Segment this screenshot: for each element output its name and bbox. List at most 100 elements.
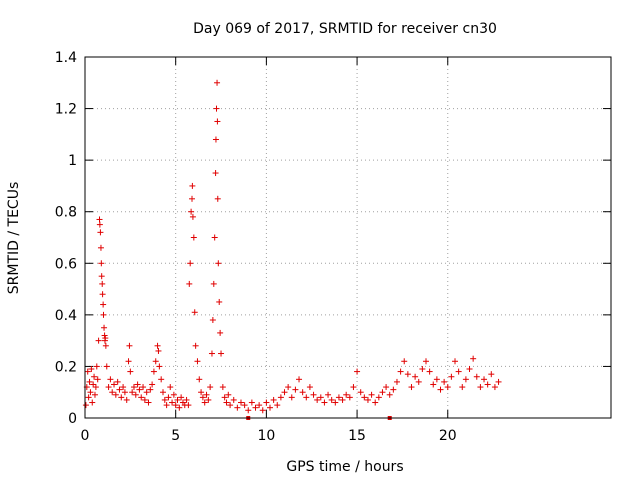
data-point: [259, 407, 266, 414]
y-tick-label: 1.2: [55, 102, 77, 118]
data-point: [192, 342, 199, 349]
data-point: [87, 389, 94, 396]
data-point: [167, 384, 174, 391]
data-point: [452, 358, 459, 365]
data-point: [165, 394, 172, 401]
data-point: [422, 358, 429, 365]
data-point: [364, 396, 371, 403]
data-point: [191, 309, 198, 316]
data-point: [335, 394, 342, 401]
data-point: [97, 229, 104, 236]
data-point: [218, 350, 225, 357]
data-point: [277, 394, 284, 401]
data-point: [212, 170, 219, 177]
data-point: [127, 368, 134, 375]
x-tick-layer: 0 5 10 15 20: [81, 57, 457, 444]
data-point: [248, 399, 255, 406]
data-point: [112, 391, 119, 398]
data-point: [211, 234, 218, 241]
data-point: [91, 373, 98, 380]
data-point: [419, 366, 426, 373]
data-point: [156, 363, 163, 370]
data-point: [187, 260, 194, 267]
data-point: [129, 389, 136, 396]
data-point: [401, 358, 408, 365]
y-tick-label: 0.4: [55, 308, 77, 324]
data-point: [194, 358, 201, 365]
data-point: [207, 384, 214, 391]
data-point: [267, 404, 274, 411]
data-point: [491, 384, 498, 391]
data-point: [495, 378, 502, 385]
data-point: [101, 332, 108, 339]
data-point: [459, 384, 466, 391]
x-tick-label: 20: [439, 428, 457, 444]
data-point: [189, 195, 196, 202]
data-point: [97, 244, 104, 251]
marks-layer: [82, 79, 502, 420]
data-point: [150, 368, 157, 375]
data-point: [152, 358, 159, 365]
data-point: [448, 373, 455, 380]
data-point: [354, 368, 361, 375]
data-point: [227, 402, 234, 409]
data-point: [357, 389, 364, 396]
data-point: [321, 399, 328, 406]
data-point: [325, 391, 332, 398]
data-point: [299, 389, 306, 396]
data-point: [221, 394, 228, 401]
data-point: [98, 273, 105, 280]
data-point: [105, 384, 112, 391]
data-point: [274, 402, 281, 409]
grid-layer: [85, 57, 611, 418]
data-point: [317, 394, 324, 401]
data-point: [107, 376, 114, 383]
data-point: [230, 396, 237, 403]
plot-frame: [84, 56, 612, 419]
data-point: [111, 381, 118, 388]
data-point: [346, 394, 353, 401]
data-point: [102, 342, 109, 349]
data-point: [328, 396, 335, 403]
data-point: [437, 386, 444, 393]
data-point: [141, 396, 148, 403]
y-tick-label: 0: [68, 411, 77, 427]
data-point: [90, 381, 97, 388]
data-point: [270, 396, 277, 403]
data-point: [94, 376, 101, 383]
data-point: [99, 280, 106, 287]
data-point: [125, 358, 132, 365]
data-point: [136, 386, 143, 393]
data-point: [196, 376, 203, 383]
data-point: [91, 391, 98, 398]
data-point: [103, 363, 110, 370]
data-point: [473, 373, 480, 380]
data-point: [288, 394, 295, 401]
x-tick-label: 15: [348, 428, 366, 444]
y-axis-label: SRMTID / TECUs: [6, 182, 22, 295]
data-point: [95, 337, 102, 344]
data-point: [303, 394, 310, 401]
data-point: [217, 329, 224, 336]
data-point: [198, 389, 205, 396]
data-point: [100, 311, 107, 318]
data-point: [172, 402, 179, 409]
data-point: [201, 399, 208, 406]
data-point: [134, 381, 141, 388]
data-point: [390, 386, 397, 393]
data-point: [332, 399, 339, 406]
data-point: [214, 79, 221, 86]
data-point: [368, 391, 375, 398]
chart-title: Day 069 of 2017, SRMTID for receiver cn3…: [193, 21, 497, 37]
data-point: [121, 389, 128, 396]
y-tick-label: 1: [68, 153, 77, 169]
data-point: [143, 389, 150, 396]
data-point: [372, 399, 379, 406]
data-point: [163, 402, 170, 409]
data-point: [210, 280, 217, 287]
data-point: [296, 376, 303, 383]
data-point: [314, 396, 321, 403]
data-point: [462, 376, 469, 383]
data-point: [208, 350, 215, 357]
